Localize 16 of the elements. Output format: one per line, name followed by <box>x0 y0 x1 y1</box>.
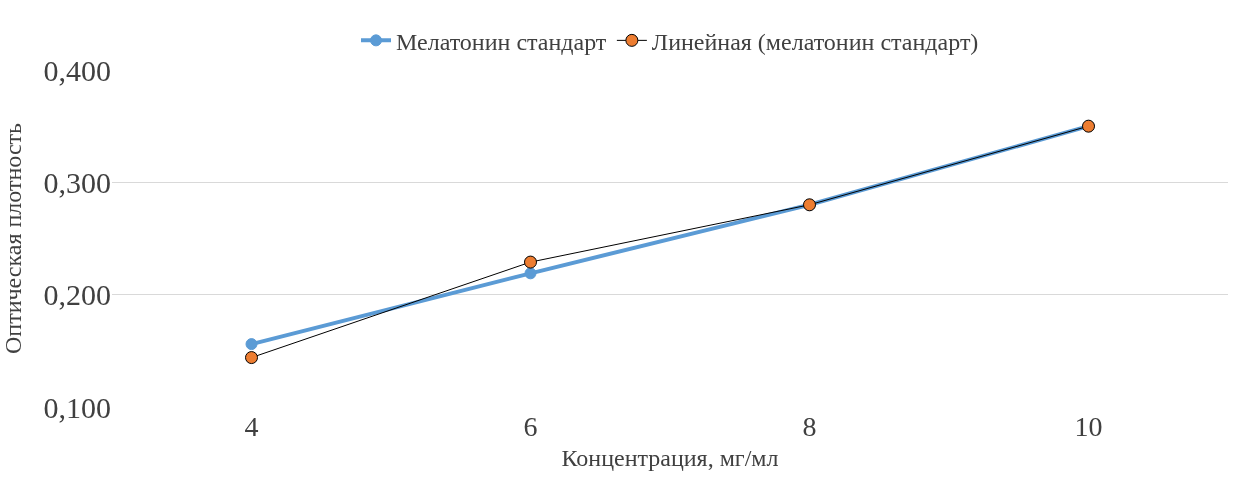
y-tick-label: 0,200 <box>43 278 111 312</box>
legend-label: Мелатонин стандарт <box>396 28 607 55</box>
point <box>524 255 537 269</box>
point <box>245 351 258 365</box>
point <box>245 338 258 351</box>
y-tick-label: 0,100 <box>43 390 111 424</box>
y-tick-label: 0,300 <box>43 165 111 199</box>
point <box>524 267 537 280</box>
y-axis-title: Оптическая плотность <box>0 122 26 354</box>
x-tick-label: 8 <box>802 411 817 442</box>
y-tick-label: 0,400 <box>43 53 111 87</box>
x-tick-label: 10 <box>1074 411 1103 442</box>
x-tick-label: 6 <box>523 411 538 442</box>
x-axis-title: Концентрация, мг/мл <box>561 445 779 472</box>
legend-label: Линейная (мелатонин стандарт) <box>651 28 979 55</box>
x-tick-label: 4 <box>244 411 259 442</box>
